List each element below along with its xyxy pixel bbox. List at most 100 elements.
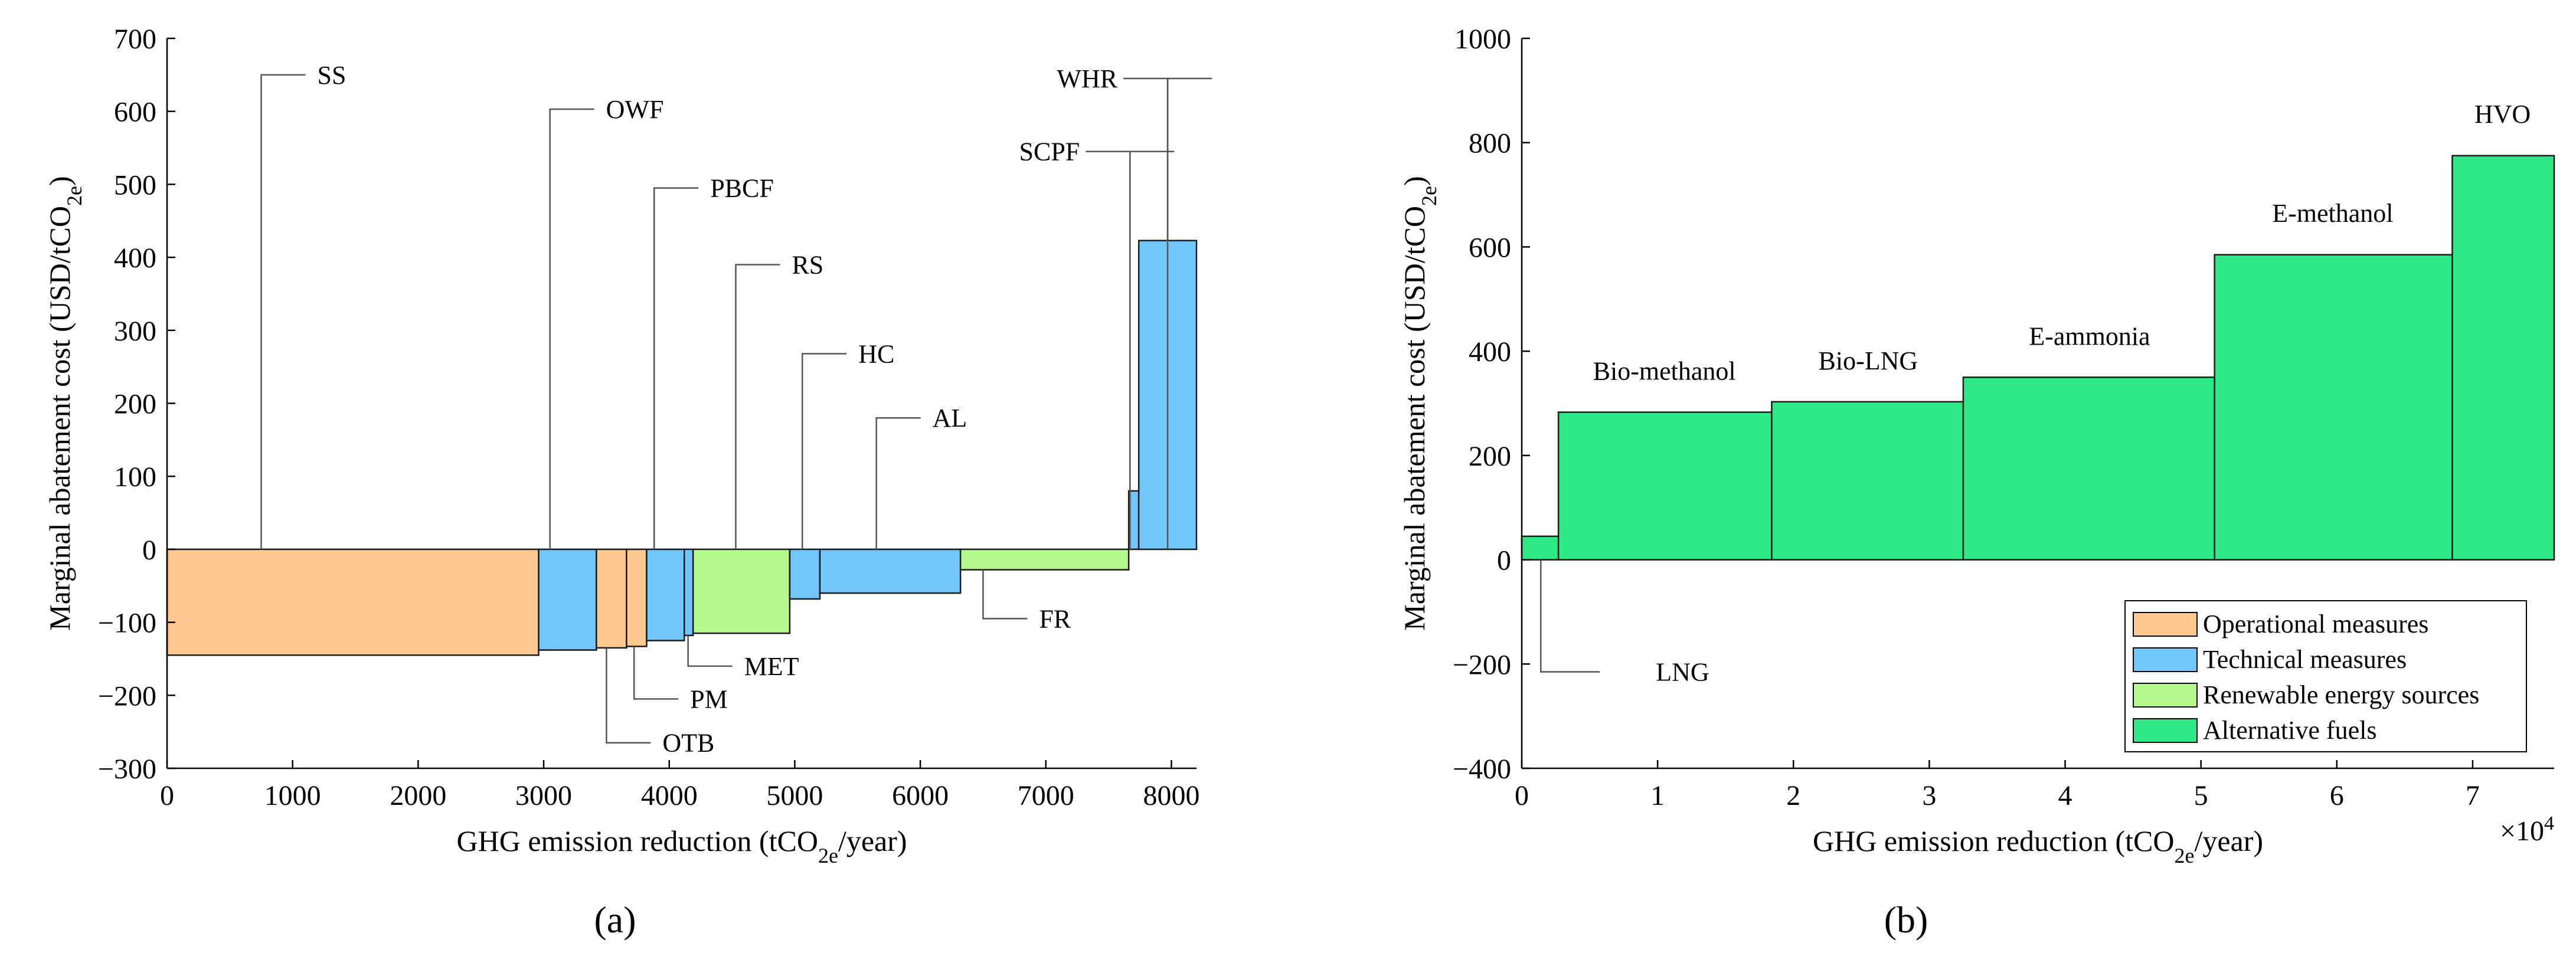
bar-e-ammonia — [1962, 376, 2215, 561]
x-tick-label: 0 — [160, 780, 174, 811]
bar-bio-methanol — [1557, 411, 1773, 561]
leader-line-al — [875, 417, 921, 549]
x-tick-label: 3000 — [515, 780, 572, 811]
leader-line-fr — [982, 569, 1028, 620]
annotation-lng: LNG — [1656, 658, 1709, 687]
x-axis-label: GHG emission reduction (tCO2e/year) — [1813, 824, 2263, 867]
y-tick-label: 1000 — [1454, 24, 1511, 55]
annotation-met: MET — [744, 652, 799, 681]
annotation-hvo: HVO — [2474, 100, 2531, 129]
chart-b: LNG Bio-methanol Bio-LNG E-ammonia E-methano… — [1398, 24, 2555, 867]
annotation-whr: WHR — [1057, 64, 1117, 93]
leader-line-owf — [549, 108, 594, 549]
annotation-fr: FR — [1039, 604, 1071, 633]
annotation-rs: RS — [792, 250, 823, 279]
annotation-e-methanol: E-methanol — [2272, 199, 2393, 228]
leader-line-rs — [735, 264, 780, 549]
bar-lng — [1521, 535, 1560, 561]
panel-label-a: (a) — [594, 899, 636, 941]
bar-ss — [166, 548, 540, 656]
leader-line-ss — [260, 74, 306, 549]
x-axis-multiplier: ×104 — [2500, 813, 2554, 847]
x-tick-label: 5 — [2194, 780, 2208, 811]
leader-line-hc — [801, 353, 847, 549]
x-tick-label: 1000 — [264, 780, 321, 811]
legend-label: Renewable energy sources — [2203, 680, 2479, 709]
x-tick-label: 6000 — [892, 780, 949, 811]
y-tick-label: 0 — [142, 535, 156, 566]
y-tick-label: 300 — [114, 316, 156, 347]
x-tick-label: 4000 — [641, 780, 698, 811]
x-tick-label: 3 — [1922, 780, 1936, 811]
legend-label: Technical measures — [2203, 645, 2407, 674]
annotation-hc: HC — [858, 339, 894, 368]
bar-hvo — [2451, 155, 2555, 561]
y-tick-label: −100 — [98, 608, 156, 639]
bar-rs — [692, 548, 791, 634]
x-tick-label: 2 — [1786, 780, 1800, 811]
y-tick-label: −400 — [1453, 754, 1511, 785]
annotation-bio-lng: Bio-LNG — [1819, 346, 1918, 375]
y-tick-label: 600 — [1469, 232, 1511, 263]
bar-met — [684, 548, 694, 637]
y-tick-label: 400 — [114, 243, 156, 274]
legend-label: Operational measures — [2203, 610, 2428, 638]
legend-label: Alternative fuels — [2203, 716, 2376, 745]
leader-line-pbcf — [653, 187, 699, 549]
x-tick-label: 6 — [2330, 780, 2344, 811]
y-tick-label: −200 — [98, 680, 156, 712]
x-tick-label: 1 — [1650, 780, 1665, 811]
annotation-e-ammonia: E-ammonia — [2029, 322, 2150, 351]
legend-swatch — [2133, 612, 2198, 637]
annotation-owf: OWF — [606, 95, 664, 124]
bar-otb — [596, 548, 627, 649]
bar-bio-lng — [1771, 401, 1964, 561]
x-tick-label: 7000 — [1018, 780, 1074, 811]
leader-line-met — [687, 635, 733, 667]
y-tick-label: −200 — [1453, 649, 1511, 680]
y-tick-label: 600 — [114, 97, 156, 128]
legend-swatch — [2133, 647, 2198, 672]
annotation-ss: SS — [318, 61, 346, 90]
bar-fr — [959, 548, 1130, 571]
panel-label-b: (b) — [1884, 899, 1928, 941]
x-tick-label: 2000 — [390, 780, 446, 811]
y-tick-label: 500 — [114, 169, 156, 201]
annotation-al: AL — [933, 404, 967, 433]
annotation-pbcf: PBCF — [710, 174, 774, 203]
bar-pbcf — [646, 548, 685, 641]
y-axis-label: Marginal abatement cost (USD/tCO2e) — [1398, 176, 1441, 630]
y-tick-label: 800 — [1469, 128, 1511, 159]
y-tick-label: 200 — [114, 389, 156, 420]
leader-line-scpf-return — [1086, 150, 1131, 491]
leader-line-lng — [1539, 559, 1600, 673]
legend-swatch — [2133, 718, 2198, 743]
y-tick-label: −300 — [98, 754, 156, 785]
chart-a: SS OWF OTB PM PBCF MET RS HC AL FR SCPF WHR −300 −200… — [43, 24, 1212, 867]
bar-pm — [626, 548, 648, 647]
legend-swatch — [2133, 683, 2198, 708]
annotation-scpf: SCPF — [1019, 137, 1080, 166]
x-tick-label: 4 — [2058, 780, 2072, 811]
bar-al — [819, 548, 962, 594]
bar-hc — [789, 548, 821, 600]
bar-e-methanol — [2214, 254, 2453, 561]
y-tick-label: 0 — [1497, 545, 1511, 577]
leader-line-otb — [606, 647, 651, 744]
x-tick-label: 5000 — [766, 780, 823, 811]
y-tick-label: 100 — [114, 461, 156, 493]
annotation-bio-methanol: Bio-methanol — [1593, 357, 1736, 386]
bar-owf — [538, 548, 597, 651]
y-tick-label: 700 — [114, 24, 156, 55]
x-tick-label: 7 — [2466, 780, 2480, 811]
annotation-pm: PM — [690, 685, 728, 713]
legend: Operational measures Technical measures Re… — [2124, 600, 2527, 752]
y-tick-label: 400 — [1469, 336, 1511, 368]
y-axis-label: Marginal abatement cost (USD/tCO2e) — [43, 176, 86, 630]
leader-line-whr-return — [1123, 77, 1169, 241]
x-tick-label: 0 — [1515, 780, 1529, 811]
x-axis-label: GHG emission reduction (tCO2e/year) — [457, 824, 907, 867]
y-tick-label: 200 — [1469, 441, 1511, 472]
annotation-otb: OTB — [662, 729, 714, 758]
